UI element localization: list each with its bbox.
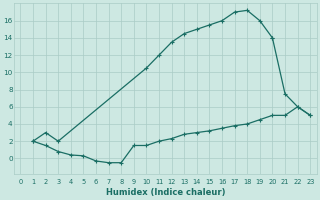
X-axis label: Humidex (Indice chaleur): Humidex (Indice chaleur) (106, 188, 225, 197)
